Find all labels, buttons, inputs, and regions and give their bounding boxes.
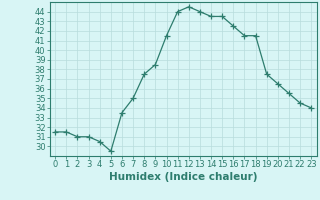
X-axis label: Humidex (Indice chaleur): Humidex (Indice chaleur) xyxy=(109,172,258,182)
